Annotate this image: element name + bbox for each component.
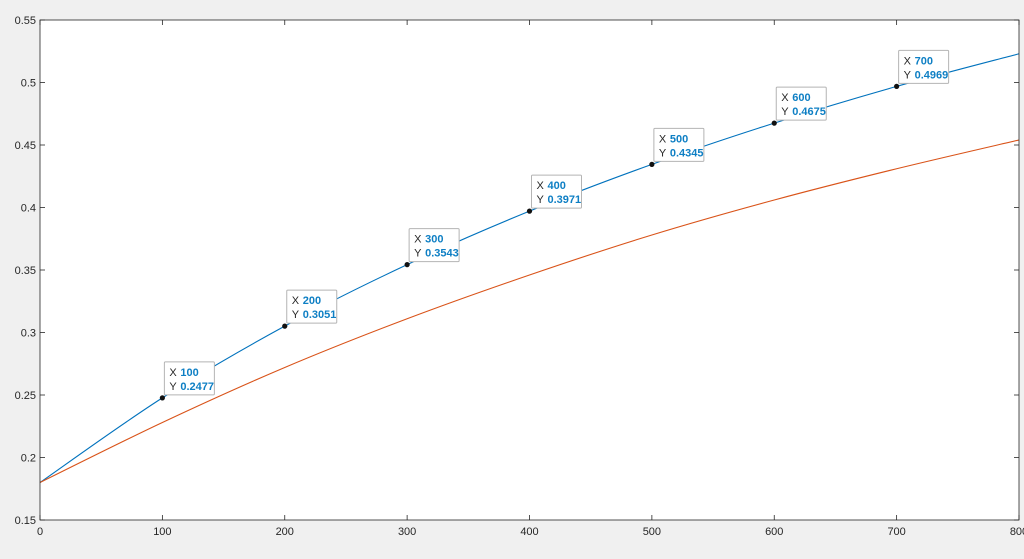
data-tip-y-key: Y [659, 147, 667, 159]
data-tip-box[interactable] [898, 49, 950, 84]
data-tip-x-value: 200 [303, 295, 321, 307]
y-tick-label: 0.55 [15, 15, 36, 27]
x-tick-label: 800 [1010, 526, 1024, 538]
data-tip-y-key: Y [169, 381, 177, 393]
x-tick-label: 700 [887, 526, 905, 538]
data-tip-marker[interactable] [282, 323, 288, 329]
data-tip-marker[interactable] [526, 208, 533, 214]
data-tip-y-value: 0.3971 [548, 194, 582, 206]
data-tip-x-key: X [904, 55, 912, 67]
x-tick-label: 500 [643, 526, 661, 538]
y-tick-label: 0.4 [21, 203, 36, 215]
data-tip-y-key: Y [904, 69, 912, 81]
data-tip-box[interactable] [653, 127, 705, 162]
y-tick-label: 0.15 [15, 515, 36, 527]
x-tick-label: 300 [398, 526, 416, 538]
x-tick-label: 600 [765, 526, 783, 538]
data-tip-box[interactable] [775, 86, 827, 121]
data-tip-x-value: 300 [425, 234, 443, 246]
y-tick-label: 0.45 [15, 140, 36, 152]
data-tip-box[interactable] [163, 361, 215, 396]
data-tip-x-value: 700 [915, 55, 933, 67]
data-tip-x-value: 100 [180, 367, 198, 379]
data-tip-marker[interactable] [159, 395, 165, 401]
data-tip-y-value: 0.4675 [792, 106, 826, 118]
plot-area [40, 20, 1019, 520]
data-tip-y-key: Y [781, 106, 789, 118]
data-tip-marker[interactable] [404, 262, 410, 268]
data-tip-x-value: 400 [548, 180, 566, 192]
data-tip-x-key: X [537, 180, 545, 192]
data-tip-y-value: 0.3051 [303, 309, 337, 321]
y-tick-label: 0.2 [21, 453, 36, 465]
data-tip-x-key: X [414, 234, 422, 246]
data-tip-x-value: 600 [792, 92, 810, 104]
data-tip-y-value: 0.4345 [670, 147, 704, 159]
data-tip-marker[interactable] [894, 83, 900, 89]
x-tick-label: 0 [37, 526, 43, 538]
x-tick-label: 400 [520, 526, 538, 538]
data-tip-x-key: X [169, 367, 177, 379]
data-tip-y-value: 0.3543 [425, 248, 459, 260]
data-tip-x-key: X [781, 92, 789, 104]
data-tip-y-value: 0.2477 [180, 381, 214, 393]
x-tick-label: 200 [276, 526, 294, 538]
data-tip-marker[interactable] [771, 120, 777, 126]
series-line-2 [39, 139, 1020, 483]
data-tip-x-key: X [292, 295, 300, 307]
y-tick-label: 0.35 [15, 265, 36, 277]
data-tip-box[interactable] [408, 228, 460, 263]
y-tick-label: 0.3 [21, 328, 36, 340]
data-tip-x-value: 500 [670, 133, 688, 145]
data-tip-y-value: 0.4969 [915, 69, 949, 81]
data-tip-y-key: Y [414, 248, 422, 260]
x-tick-label: 100 [153, 526, 171, 538]
data-tip-box[interactable] [531, 174, 582, 209]
data-tip-y-key: Y [292, 309, 300, 321]
data-tip-y-key: Y [537, 194, 545, 206]
data-tip-box[interactable] [286, 289, 338, 324]
y-tick-label: 0.5 [21, 78, 36, 90]
data-tip-marker[interactable] [649, 161, 655, 167]
y-tick-label: 0.25 [15, 390, 36, 402]
data-tip-x-key: X [659, 133, 667, 145]
